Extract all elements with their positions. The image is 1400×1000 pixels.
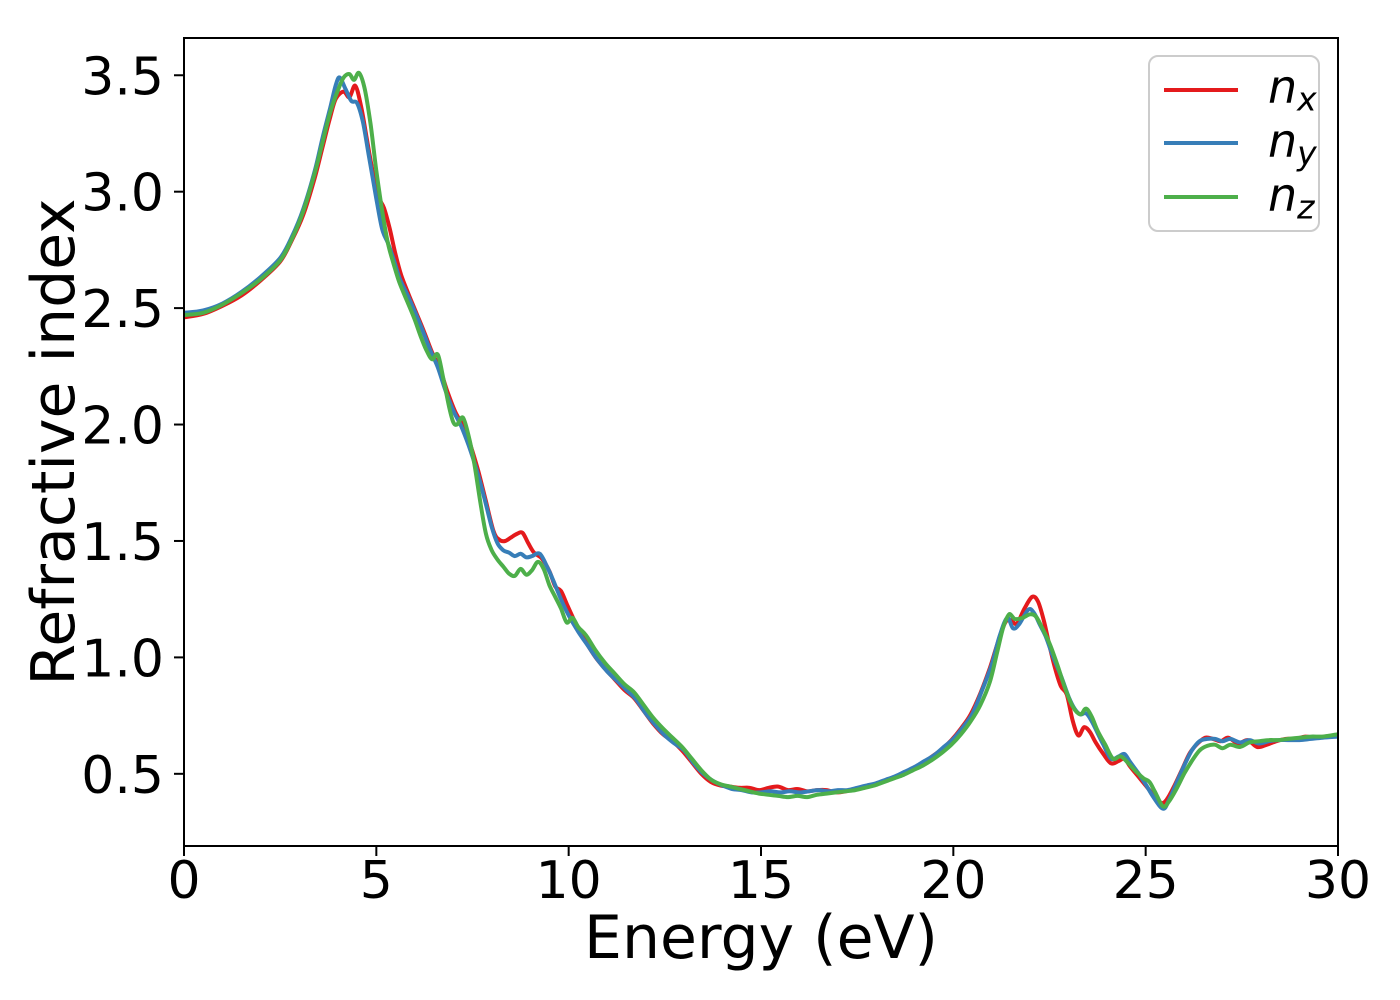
x-tick-label: 0 — [167, 851, 200, 911]
legend-line-sample-nz — [1164, 195, 1238, 200]
legend-line-sample-nx — [1164, 87, 1238, 92]
x-tick-label: 20 — [920, 851, 986, 911]
x-tick-label: 15 — [728, 851, 794, 911]
y-tick-label: 2.5 — [81, 280, 164, 340]
y-tick-label: 2.0 — [81, 397, 164, 457]
legend-label-nz: nz — [1268, 167, 1315, 226]
axis-ticks: 0 5 10 15 20 25 30 0.5 1.0 1.5 2.0 2.5 3.0 3.5 — [81, 47, 1371, 911]
x-tick-label: 30 — [1305, 851, 1371, 911]
x-tick-label: 10 — [536, 851, 602, 911]
series-lines — [184, 70, 1338, 811]
legend-item-ny: ny — [1150, 118, 1318, 169]
x-tick-label: 25 — [1113, 851, 1179, 911]
y-tick-label: 3.5 — [81, 47, 164, 107]
legend-line-sample-ny — [1164, 141, 1238, 146]
y-tick-label: 1.0 — [81, 629, 164, 689]
y-axis-label: Refractive index — [19, 198, 89, 685]
y-tick-label: 1.5 — [81, 513, 164, 573]
x-axis-label: Energy (eV) — [584, 903, 938, 973]
plot-border — [183, 37, 1339, 847]
legend-label-nx: nx — [1268, 60, 1317, 119]
y-tick-label: 3.0 — [81, 164, 164, 224]
x-tick-label: 5 — [360, 851, 393, 911]
legend-item-nz: nz — [1150, 172, 1318, 223]
legend: nx ny nz — [1148, 55, 1320, 232]
legend-label-ny: ny — [1268, 113, 1317, 173]
series-line-n_z — [184, 70, 1338, 809]
legend-item-nx: nx — [1150, 64, 1318, 115]
y-tick-label: 0.5 — [81, 746, 164, 806]
